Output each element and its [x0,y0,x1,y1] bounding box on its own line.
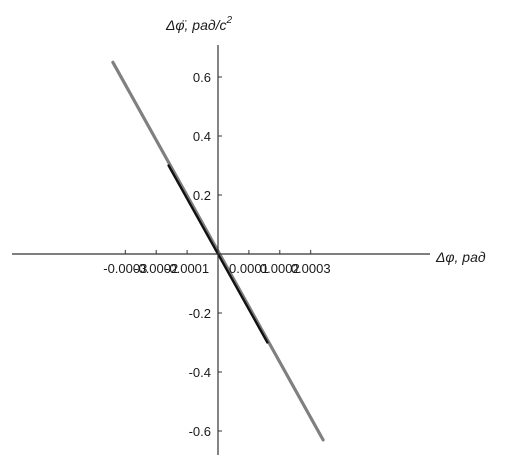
y-axis-label: Δφ̈, рад/с2 [165,15,233,33]
y-tick-label: -0.6 [189,424,211,439]
x-tick-label: -0.0001 [165,261,209,276]
x-axis-label: Δφ, рад [435,249,486,265]
y-axis-label-main: Δφ̈, рад/с [165,17,227,33]
y-tick-label: 0.6 [193,70,211,85]
x-tick-label: 0.0003 [291,261,331,276]
y-tick-label: -0.2 [189,306,211,321]
y-tick-label: -0.4 [189,365,211,380]
x-tick-label: 0.0001 [229,261,269,276]
y-tick-label: 0.4 [193,129,211,144]
x-tick-label: 0.0002 [260,261,300,276]
x-tick-label: -0.0002 [134,261,178,276]
y-tick-label: 0.2 [193,188,211,203]
y-axis-label-superscript: 2 [226,15,233,26]
axes-layer [12,45,430,455]
x-tick-label: -0.0003 [103,261,147,276]
